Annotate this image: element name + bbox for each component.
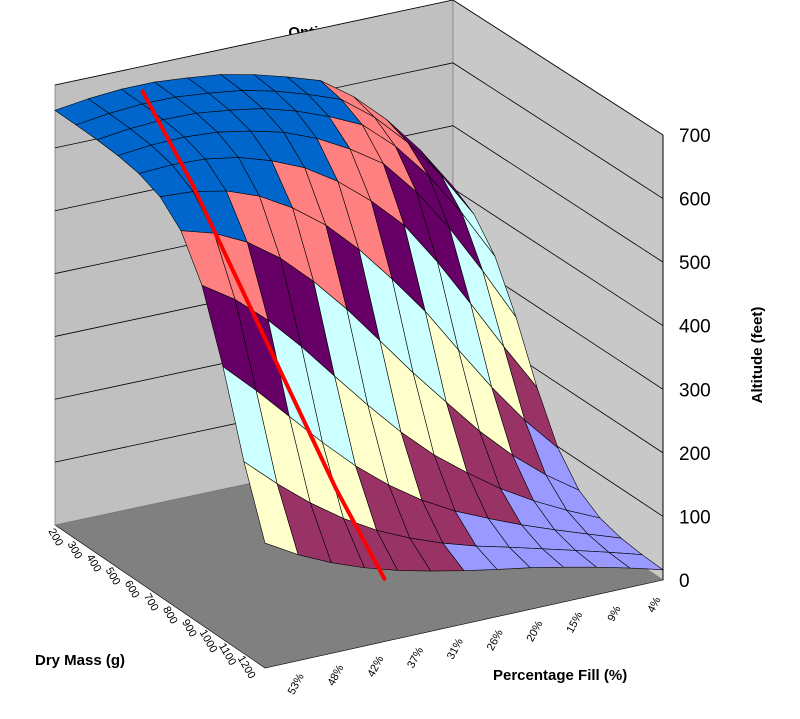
surface-cell (607, 551, 665, 571)
x-tick-label: 15% (564, 610, 585, 635)
z-tick-label: 500 (679, 253, 711, 274)
y-axis-title: Dry Mass (g) (35, 652, 125, 669)
x-tick-label: 9% (606, 604, 624, 624)
gridline (54, 0, 664, 136)
x-tick-label: 31% (445, 636, 466, 661)
z-tick-label: 400 (679, 317, 711, 338)
z-axis-title: Altitude (feet) (749, 307, 766, 404)
x-tick-label: 48% (326, 663, 347, 688)
z-tick-label: 700 (679, 126, 711, 147)
x-axis-title: Percentage Fill (%) (493, 667, 627, 684)
x-tick-label: 53% (286, 671, 307, 696)
z-tick-label: 300 (679, 380, 711, 401)
x-tick-label: 26% (485, 627, 506, 652)
optimal-curve (140, 89, 387, 581)
x-tick-label: 20% (525, 619, 546, 644)
x-tick-label: 37% (405, 645, 426, 670)
x-tick-label: 42% (365, 654, 386, 679)
optimal-curve-line (140, 89, 387, 581)
surface (54, 74, 665, 572)
z-tick-label: 0 (679, 571, 690, 592)
z-tick-label: 100 (679, 507, 711, 528)
z-tick-label: 200 (679, 444, 711, 465)
z-tick-label: 600 (679, 190, 711, 211)
x-tick-label: 4% (645, 595, 663, 615)
